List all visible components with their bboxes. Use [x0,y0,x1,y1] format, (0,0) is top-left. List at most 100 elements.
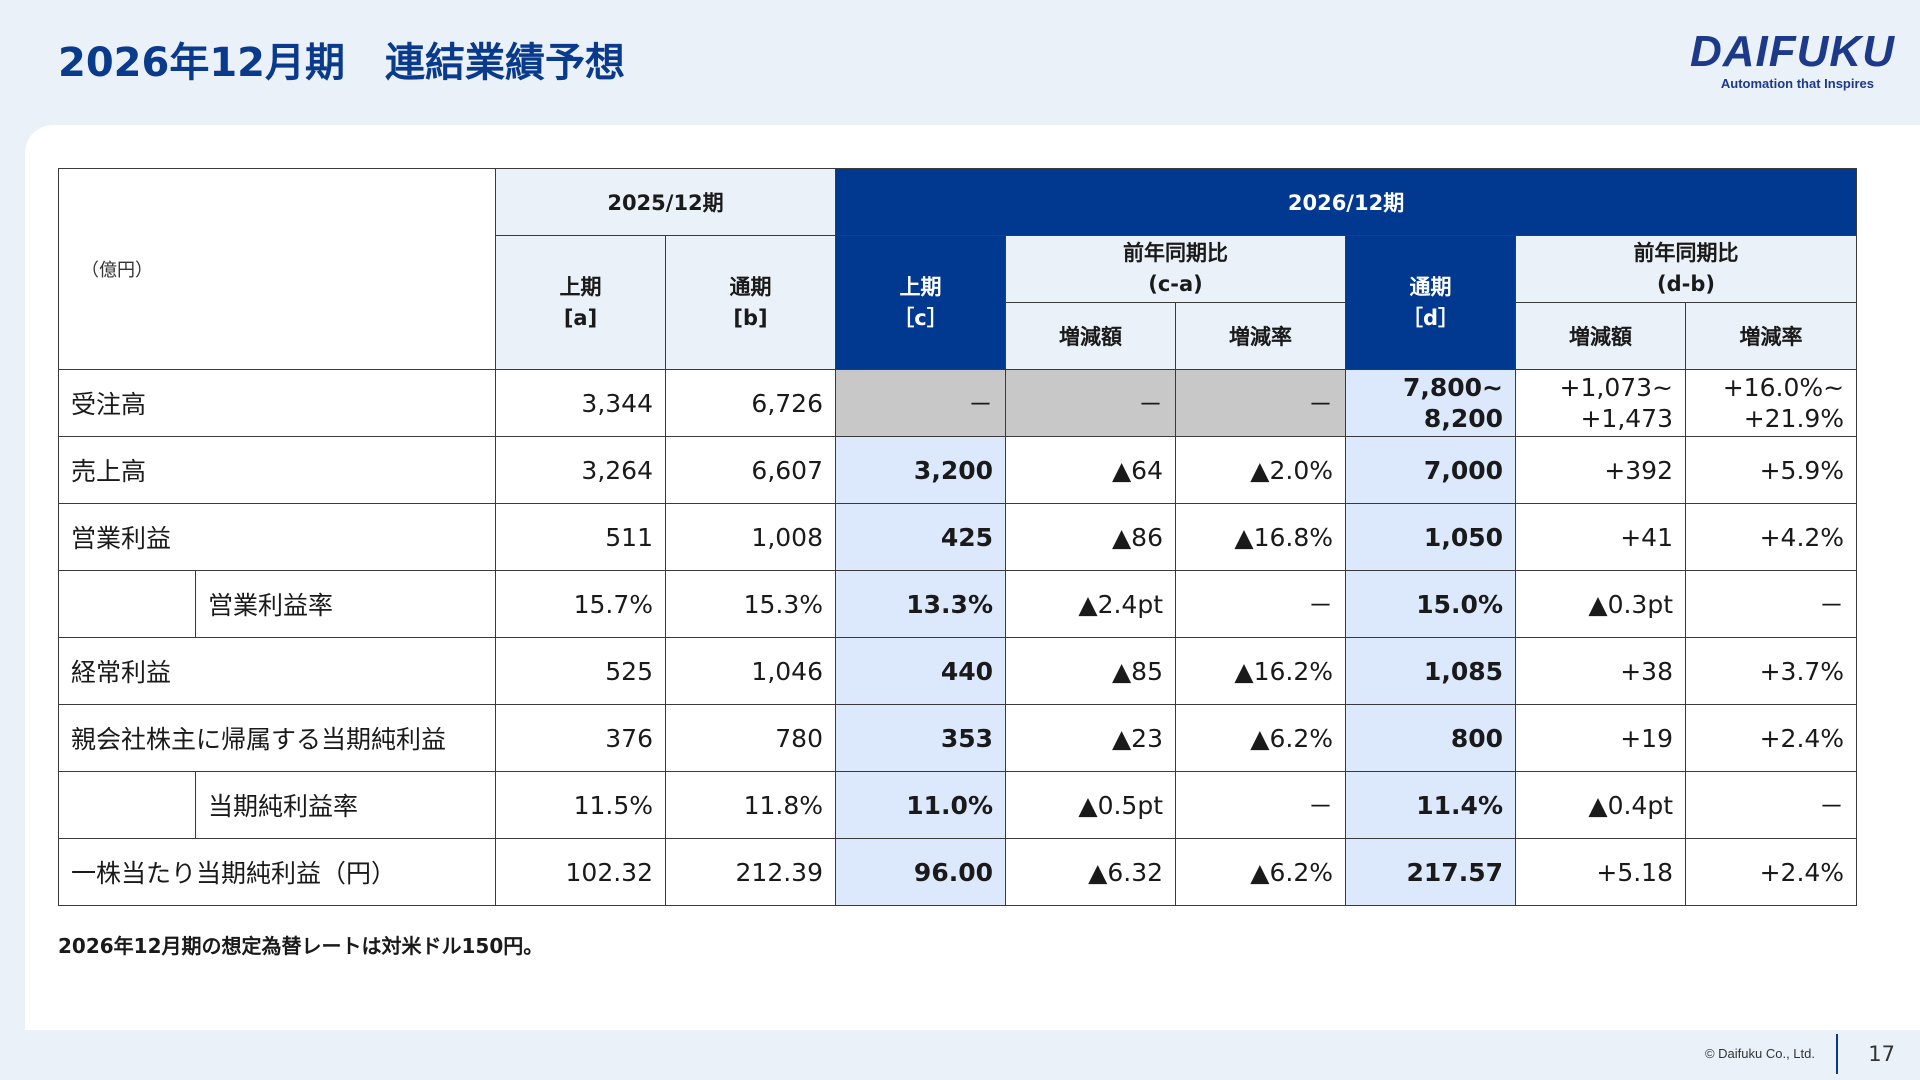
cell-ca-amount: ▲85 [1005,637,1176,705]
cell-a: 3,264 [495,436,666,504]
cell-a: 525 [495,637,666,705]
cell-ca-amount: ▲6.32 [1005,838,1176,906]
row-label: 一株当たり当期純利益（円） [58,838,496,906]
forecast-table: （億円） 2025/12期 2026/12期 上期 [a] 通期 [b] 上期 ［c］… [58,168,1858,906]
cell-ca-amount: － [1005,369,1176,437]
cell-d: 1,085 [1345,637,1516,705]
cell-db-rate: － [1684,570,1858,638]
cell-ca-rate: ▲2.0% [1175,436,1346,504]
cell-c: 96.00 [835,838,1006,906]
cell-db-amount: +1,073~ +1,473 [1515,369,1686,437]
table-row: 売上高 3,264 6,607 3,200 ▲64 ▲2.0% 7,000 +3… [58,436,1858,504]
cell-db-amount: +38 [1515,637,1686,705]
table-row: 営業利益 511 1,008 425 ▲86 ▲16.8% 1,050 +41 … [58,503,1858,571]
cell-c: 425 [835,503,1006,571]
table-row: 当期純利益率 11.5% 11.8% 11.0% ▲0.5pt － 11.4% … [58,771,1858,839]
header-yoy-db: 前年同期比 (d-b) [1514,235,1858,303]
row-label: 当期純利益率 [195,771,496,839]
cell-a: 102.32 [495,838,666,906]
table-row: 一株当たり当期純利益（円） 102.32 212.39 96.00 ▲6.32 … [58,838,1858,906]
footer-divider [1836,1034,1838,1074]
cell-ca-rate: － [1175,369,1346,437]
cell-a: 376 [495,704,666,772]
cell-db-amount: +19 [1515,704,1686,772]
header-full-b: 通期 [b] [665,235,836,370]
cell-a: 511 [495,503,666,571]
header-db-amount: 増減額 [1515,302,1686,370]
cell-c: 3,200 [835,436,1006,504]
cell-b: 212.39 [665,838,836,906]
cell-db-amount: +41 [1515,503,1686,571]
cell-ca-rate: － [1175,570,1346,638]
cell-ca-amount: ▲23 [1005,704,1176,772]
header-h1-c: 上期 ［c］ [835,235,1006,370]
cell-ca-rate: ▲16.2% [1175,637,1346,705]
header-db-rate: 増減率 [1684,302,1858,370]
cell-db-amount: +5.18 [1515,838,1686,906]
table-row: 親会社株主に帰属する当期純利益 376 780 353 ▲23 ▲6.2% 80… [58,704,1858,772]
cell-ca-rate: ▲6.2% [1175,838,1346,906]
cell-db-rate: +16.0%~ +21.9% [1684,369,1858,437]
cell-db-rate: +2.4% [1684,704,1858,772]
cell-b: 6,726 [665,369,836,437]
header-ca-amount: 増減額 [1005,302,1176,370]
cell-b: 6,607 [665,436,836,504]
cell-c: 353 [835,704,1006,772]
cell-d: 11.4% [1345,771,1516,839]
cell-db-rate: +2.4% [1684,838,1858,906]
cell-b: 1,046 [665,637,836,705]
cell-a: 15.7% [495,570,666,638]
cell-c: 13.3% [835,570,1006,638]
table-row: 受注高 3,344 6,726 － － － 7,800~ 8,200 +1,073… [58,369,1858,437]
cell-ca-amount: ▲2.4pt [1005,570,1176,638]
cell-b: 11.8% [665,771,836,839]
cell-ca-amount: ▲0.5pt [1005,771,1176,839]
cell-ca-amount: ▲86 [1005,503,1176,571]
cell-ca-rate: ▲6.2% [1175,704,1346,772]
cell-db-amount: +392 [1515,436,1686,504]
row-label: 営業利益 [58,503,496,571]
cell-d: 217.57 [1345,838,1516,906]
cell-d: 7,000 [1345,436,1516,504]
cell-ca-amount: ▲64 [1005,436,1176,504]
cell-db-rate: +5.9% [1684,436,1858,504]
cell-ca-rate: － [1175,771,1346,839]
cell-b: 1,008 [665,503,836,571]
header-full-d: 通期 ［d］ [1345,235,1516,370]
row-label: 経常利益 [58,637,496,705]
cell-d: 1,050 [1345,503,1516,571]
row-label: 営業利益率 [195,570,496,638]
cell-a: 11.5% [495,771,666,839]
copyright: © Daifuku Co., Ltd. [1704,1046,1815,1061]
cell-d: 800 [1345,704,1516,772]
row-label: 売上高 [58,436,496,504]
row-label: 親会社株主に帰属する当期純利益 [58,704,496,772]
unit-label: （億円） [58,168,496,370]
header-2026: 2026/12期 [834,168,1858,236]
cell-b: 780 [665,704,836,772]
cell-a: 3,344 [495,369,666,437]
footnote: 2026年12月期の想定為替レートは対米ドル150円。 [58,934,544,958]
cell-db-amount: ▲0.3pt [1515,570,1686,638]
indent-cell [58,771,196,839]
table-row: 経常利益 525 1,046 440 ▲85 ▲16.2% 1,085 +38 … [58,637,1858,705]
company-logo: DAIFUKU Automation that Inspires [1690,27,1895,92]
cell-db-amount: ▲0.4pt [1515,771,1686,839]
logo-tagline: Automation that Inspires [1720,76,1874,91]
row-label: 受注高 [58,369,496,437]
logo-wordmark: DAIFUKU [1690,27,1895,76]
cell-c: 440 [835,637,1006,705]
page-title: 2026年12月期 連結業績予想 [58,40,625,86]
cell-d: 15.0% [1345,570,1516,638]
header-yoy-ca: 前年同期比 (c-a) [1005,235,1346,303]
header-2025: 2025/12期 [495,168,836,236]
cell-db-rate: +4.2% [1684,503,1858,571]
header-h1-a: 上期 [a] [495,235,666,370]
indent-cell [58,570,196,638]
table-row: 営業利益率 15.7% 15.3% 13.3% ▲2.4pt － 15.0% ▲… [58,570,1858,638]
cell-db-rate: +3.7% [1684,637,1858,705]
cell-ca-rate: ▲16.8% [1175,503,1346,571]
page-number: 17 [1868,1042,1895,1066]
cell-db-rate: － [1684,771,1858,839]
cell-c: 11.0% [835,771,1006,839]
